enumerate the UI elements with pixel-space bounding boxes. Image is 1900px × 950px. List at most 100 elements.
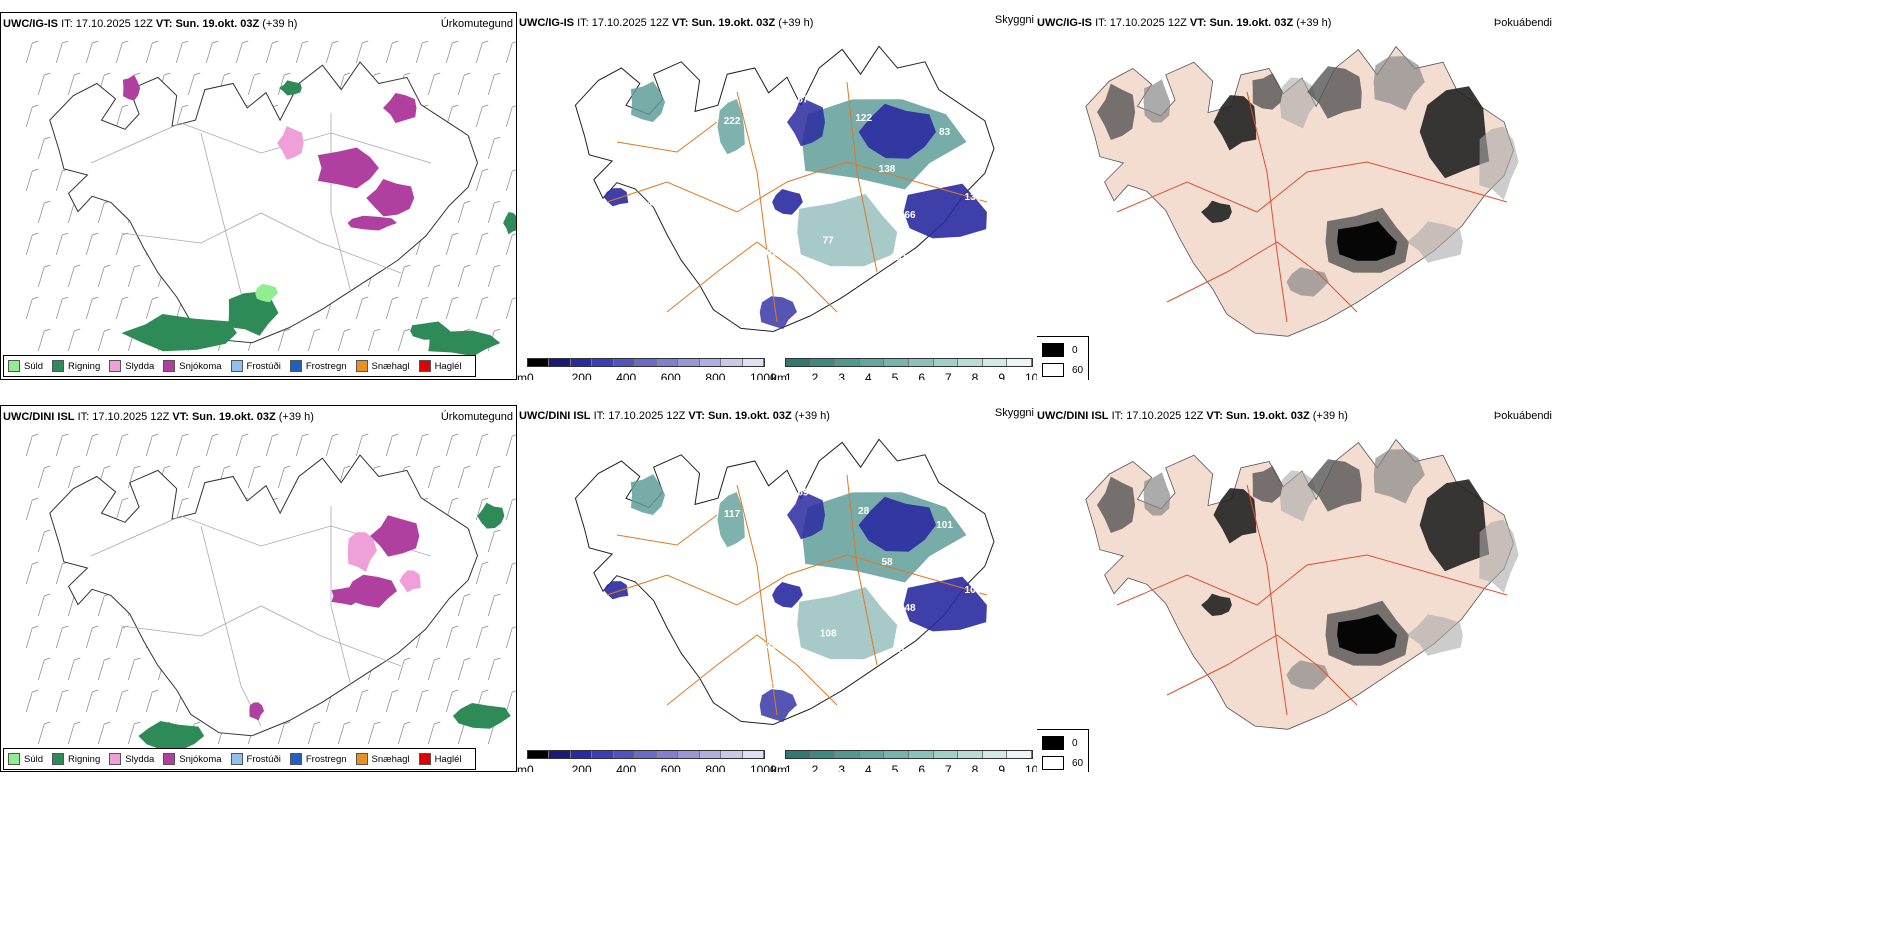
wind-barb bbox=[427, 657, 441, 681]
field-blob bbox=[787, 490, 825, 540]
colorbar-tick: 400 bbox=[616, 763, 637, 772]
colorbar-cell bbox=[835, 359, 860, 366]
visibility-map: 138 22 122 66 60 83 77 87 136 155 144 131 222 218 101 2… bbox=[574, 36, 1037, 333]
fog-legend-item: 60 bbox=[1042, 363, 1083, 377]
snow-depth-label: 89 bbox=[797, 488, 809, 499]
panel-title: Skyggni bbox=[994, 407, 1034, 419]
field-blob bbox=[858, 496, 936, 552]
snow-depth-label: 115 bbox=[771, 681, 788, 692]
snow-depth-label: 98 bbox=[843, 673, 855, 684]
fog-map bbox=[1085, 438, 1519, 730]
field-blob bbox=[410, 321, 451, 340]
wind-barb bbox=[145, 689, 159, 713]
wind-barb bbox=[85, 232, 99, 256]
snow-depth-label: 117 bbox=[724, 509, 741, 520]
fog-field bbox=[1479, 126, 1519, 200]
legend-label: Súld bbox=[24, 360, 44, 372]
legend-item: Snjókoma bbox=[163, 360, 222, 372]
wind-barb bbox=[415, 689, 429, 713]
snow-depth-label: 27 bbox=[738, 73, 750, 84]
legend-label: Slydda bbox=[125, 753, 155, 765]
wind-barb bbox=[355, 296, 369, 320]
wind-barb bbox=[385, 296, 399, 320]
legend-swatch bbox=[418, 360, 431, 372]
wind-barb bbox=[37, 72, 51, 96]
fog-field bbox=[1373, 449, 1425, 504]
colorbar-tick: 4 bbox=[865, 371, 872, 380]
field-blob bbox=[383, 93, 417, 124]
legend-item: Haglél bbox=[418, 360, 462, 372]
wind-barb bbox=[277, 721, 291, 745]
colorbar-tick: 600 bbox=[660, 371, 681, 380]
colorbar-cell bbox=[613, 359, 636, 366]
field-blob bbox=[255, 283, 278, 303]
wind-barb bbox=[37, 529, 51, 553]
wind-barb bbox=[325, 433, 339, 457]
fog-field bbox=[1279, 470, 1317, 522]
wind-barb bbox=[145, 433, 159, 457]
snow-depth-label: 28 bbox=[858, 506, 870, 517]
wind-barb bbox=[25, 497, 39, 521]
wind-barb bbox=[427, 72, 441, 96]
colorbar-tick: 1000 bbox=[750, 371, 777, 380]
wind-barb bbox=[55, 433, 69, 457]
legend-item: Snæhagl bbox=[355, 360, 410, 372]
snow-depth-label: 103 bbox=[965, 585, 982, 596]
colorbar-unit: km bbox=[771, 371, 787, 380]
colorbar-tick: 6 bbox=[918, 763, 926, 772]
wind-barb bbox=[37, 136, 51, 160]
field-blob bbox=[228, 291, 279, 336]
snow-depth-label: 29 bbox=[1031, 502, 1037, 513]
snow-depth-label: 22 bbox=[805, 192, 817, 203]
wind-barb bbox=[487, 72, 501, 96]
road bbox=[120, 605, 402, 667]
colorbar-cell bbox=[699, 751, 722, 758]
legend-label: Snæhagl bbox=[371, 360, 410, 372]
colorbar-tick: 10 bbox=[1025, 763, 1037, 772]
wind-barb bbox=[265, 433, 279, 457]
colorbar-cell bbox=[549, 359, 571, 366]
colorbar-cell bbox=[810, 751, 836, 758]
snow-depth-label: 96 bbox=[666, 518, 678, 529]
snow-depth-label: 101 bbox=[936, 520, 953, 531]
colorbar-tick: 800 bbox=[705, 763, 726, 772]
road bbox=[120, 212, 402, 274]
wind-barb bbox=[475, 497, 489, 521]
colorbar-tick: 1000 bbox=[750, 763, 777, 772]
snow-depth-label: 77 bbox=[823, 235, 835, 246]
wind-barb bbox=[115, 625, 129, 649]
field-blob bbox=[370, 515, 420, 557]
wind-barb bbox=[25, 625, 39, 649]
wind-barb bbox=[475, 625, 489, 649]
legend-label: Slydda bbox=[125, 360, 155, 372]
colorbar-cell bbox=[1007, 751, 1032, 758]
colorbar-tick: 600 bbox=[660, 763, 681, 772]
wind-barb bbox=[115, 296, 129, 320]
snow-depth-label: 74 bbox=[893, 42, 905, 53]
panel-title: Þokuábendi bbox=[1493, 17, 1552, 29]
colorbar-cell bbox=[656, 359, 679, 366]
field-blob bbox=[477, 502, 505, 529]
wind-barb bbox=[25, 689, 39, 713]
colorbar-cell bbox=[982, 359, 1008, 366]
wind-barb bbox=[55, 689, 69, 713]
wind-barb bbox=[505, 41, 516, 64]
wind-barb bbox=[385, 689, 399, 713]
wind-barb bbox=[85, 40, 99, 64]
wind-barb bbox=[385, 433, 399, 457]
road-network bbox=[606, 81, 988, 323]
colorbar-cell bbox=[884, 359, 909, 366]
precip-type-map bbox=[25, 433, 516, 751]
wind-barb bbox=[445, 232, 459, 256]
colorbar-cell bbox=[570, 359, 593, 366]
legend-item: Snæhagl bbox=[355, 753, 410, 765]
colorbar-cell bbox=[810, 359, 836, 366]
snow-depth-label: 133 bbox=[760, 641, 777, 652]
snow-depth-label: 138 bbox=[879, 164, 896, 175]
legend-item: Slydda bbox=[109, 360, 154, 372]
field-blob bbox=[331, 586, 363, 606]
fog-field bbox=[1252, 466, 1283, 503]
fog-field bbox=[1286, 267, 1329, 297]
snow-depth-label: 112 bbox=[1029, 573, 1037, 584]
colorbar-cell bbox=[592, 751, 614, 758]
